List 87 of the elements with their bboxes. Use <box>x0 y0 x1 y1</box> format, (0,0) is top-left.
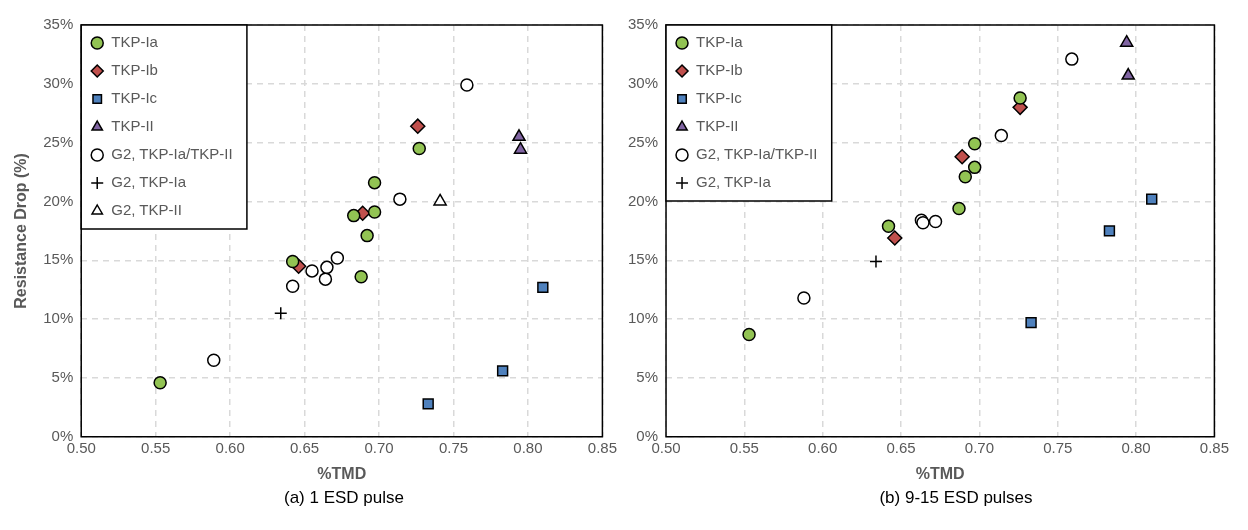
y-tick-label: 10% <box>43 309 74 327</box>
legend-label: TKP-Ib <box>111 61 158 79</box>
x-tick-label: 0.85 <box>587 438 617 456</box>
point <box>512 129 526 142</box>
point <box>207 353 221 368</box>
legend-label: G2, TKP-Ia/TKP-II <box>111 145 233 163</box>
point <box>305 264 319 278</box>
legend-label: TKP-Ib <box>696 61 743 79</box>
legend-label: TKP-Ic <box>696 89 743 107</box>
y-tick-label: 5% <box>51 368 74 386</box>
point <box>360 228 374 243</box>
legend-label: TKP-Ia <box>696 33 744 51</box>
text: (b) 9-15 ESD pulses <box>878 488 1034 508</box>
y-tick-label: 35% <box>627 15 659 33</box>
x-axis-title: %TMD <box>317 464 367 482</box>
y-tick-label: 15% <box>627 250 659 268</box>
point <box>285 279 300 293</box>
x-tick-label: 0.55 <box>141 438 171 456</box>
legend-label: TKP-II <box>111 117 154 135</box>
point <box>318 272 333 286</box>
legend-label: G2, TKP-Ia <box>696 173 772 191</box>
point <box>320 260 334 275</box>
x-tick-label: 0.60 <box>215 438 245 456</box>
legend-label: TKP-Ic <box>111 89 158 107</box>
x-tick-label: 0.55 <box>729 438 759 456</box>
point <box>354 270 368 284</box>
y-tick-label: 20% <box>627 191 659 209</box>
x-tick-label: 0.70 <box>964 438 994 456</box>
point <box>887 230 903 246</box>
y-tick-label: 30% <box>43 73 74 91</box>
point <box>928 214 943 229</box>
x-axis-title: %TMD <box>915 464 965 482</box>
point <box>367 175 382 190</box>
y-tick-label: 25% <box>43 132 74 150</box>
point <box>797 291 811 305</box>
x-tick-label: 0.80 <box>1121 438 1151 456</box>
point <box>412 141 426 156</box>
y-axis-title: Resistance Drop (%) <box>12 153 30 309</box>
x-tick-label: 0.75 <box>438 438 469 456</box>
point <box>958 170 973 184</box>
point <box>967 160 982 175</box>
point <box>1013 91 1027 105</box>
point <box>954 149 970 165</box>
legend-label: TKP-Ia <box>111 33 159 51</box>
point <box>346 208 361 223</box>
point <box>742 327 756 342</box>
x-tick-label: 0.60 <box>808 438 838 456</box>
legend-label: TKP-II <box>696 117 739 135</box>
point <box>1146 193 1158 205</box>
point <box>1103 225 1116 237</box>
point <box>513 141 528 154</box>
point <box>496 365 509 377</box>
point <box>367 205 382 219</box>
y-tick-label: 25% <box>627 132 659 150</box>
point <box>153 375 167 390</box>
point <box>285 254 300 269</box>
y-tick-label: 20% <box>43 191 74 209</box>
x-tick-label: 0.85 <box>1199 438 1229 456</box>
y-tick-label: 15% <box>43 250 74 268</box>
point <box>967 137 982 151</box>
point <box>1065 52 1079 66</box>
point <box>537 281 549 294</box>
point <box>433 193 447 206</box>
x-tick-label: 0.70 <box>364 438 394 456</box>
point <box>274 306 288 321</box>
legend-label: G2, TKP-Ia/TKP-II <box>696 145 818 163</box>
point <box>952 201 966 216</box>
point <box>460 78 474 92</box>
point <box>330 251 345 265</box>
x-tick-label: 0.65 <box>289 438 320 456</box>
point <box>393 192 407 206</box>
x-tick-label: 0.75 <box>1043 438 1073 456</box>
point <box>869 254 883 269</box>
y-tick-label: 10% <box>627 309 659 327</box>
x-tick-label: 0.80 <box>513 438 543 456</box>
point <box>410 118 426 134</box>
point <box>994 128 1009 143</box>
legend-label: G2, TKP-Ia <box>111 173 187 191</box>
point <box>1025 316 1037 329</box>
legend-label: G2, TKP-II <box>111 201 182 219</box>
text: (a) 1 ESD pulse <box>283 488 405 508</box>
y-tick-label: 5% <box>636 368 659 386</box>
y-tick-label: 30% <box>627 73 659 91</box>
y-tick-label: 35% <box>43 15 74 33</box>
point <box>422 398 434 410</box>
x-tick-label: 0.65 <box>886 438 916 456</box>
point <box>881 219 896 233</box>
